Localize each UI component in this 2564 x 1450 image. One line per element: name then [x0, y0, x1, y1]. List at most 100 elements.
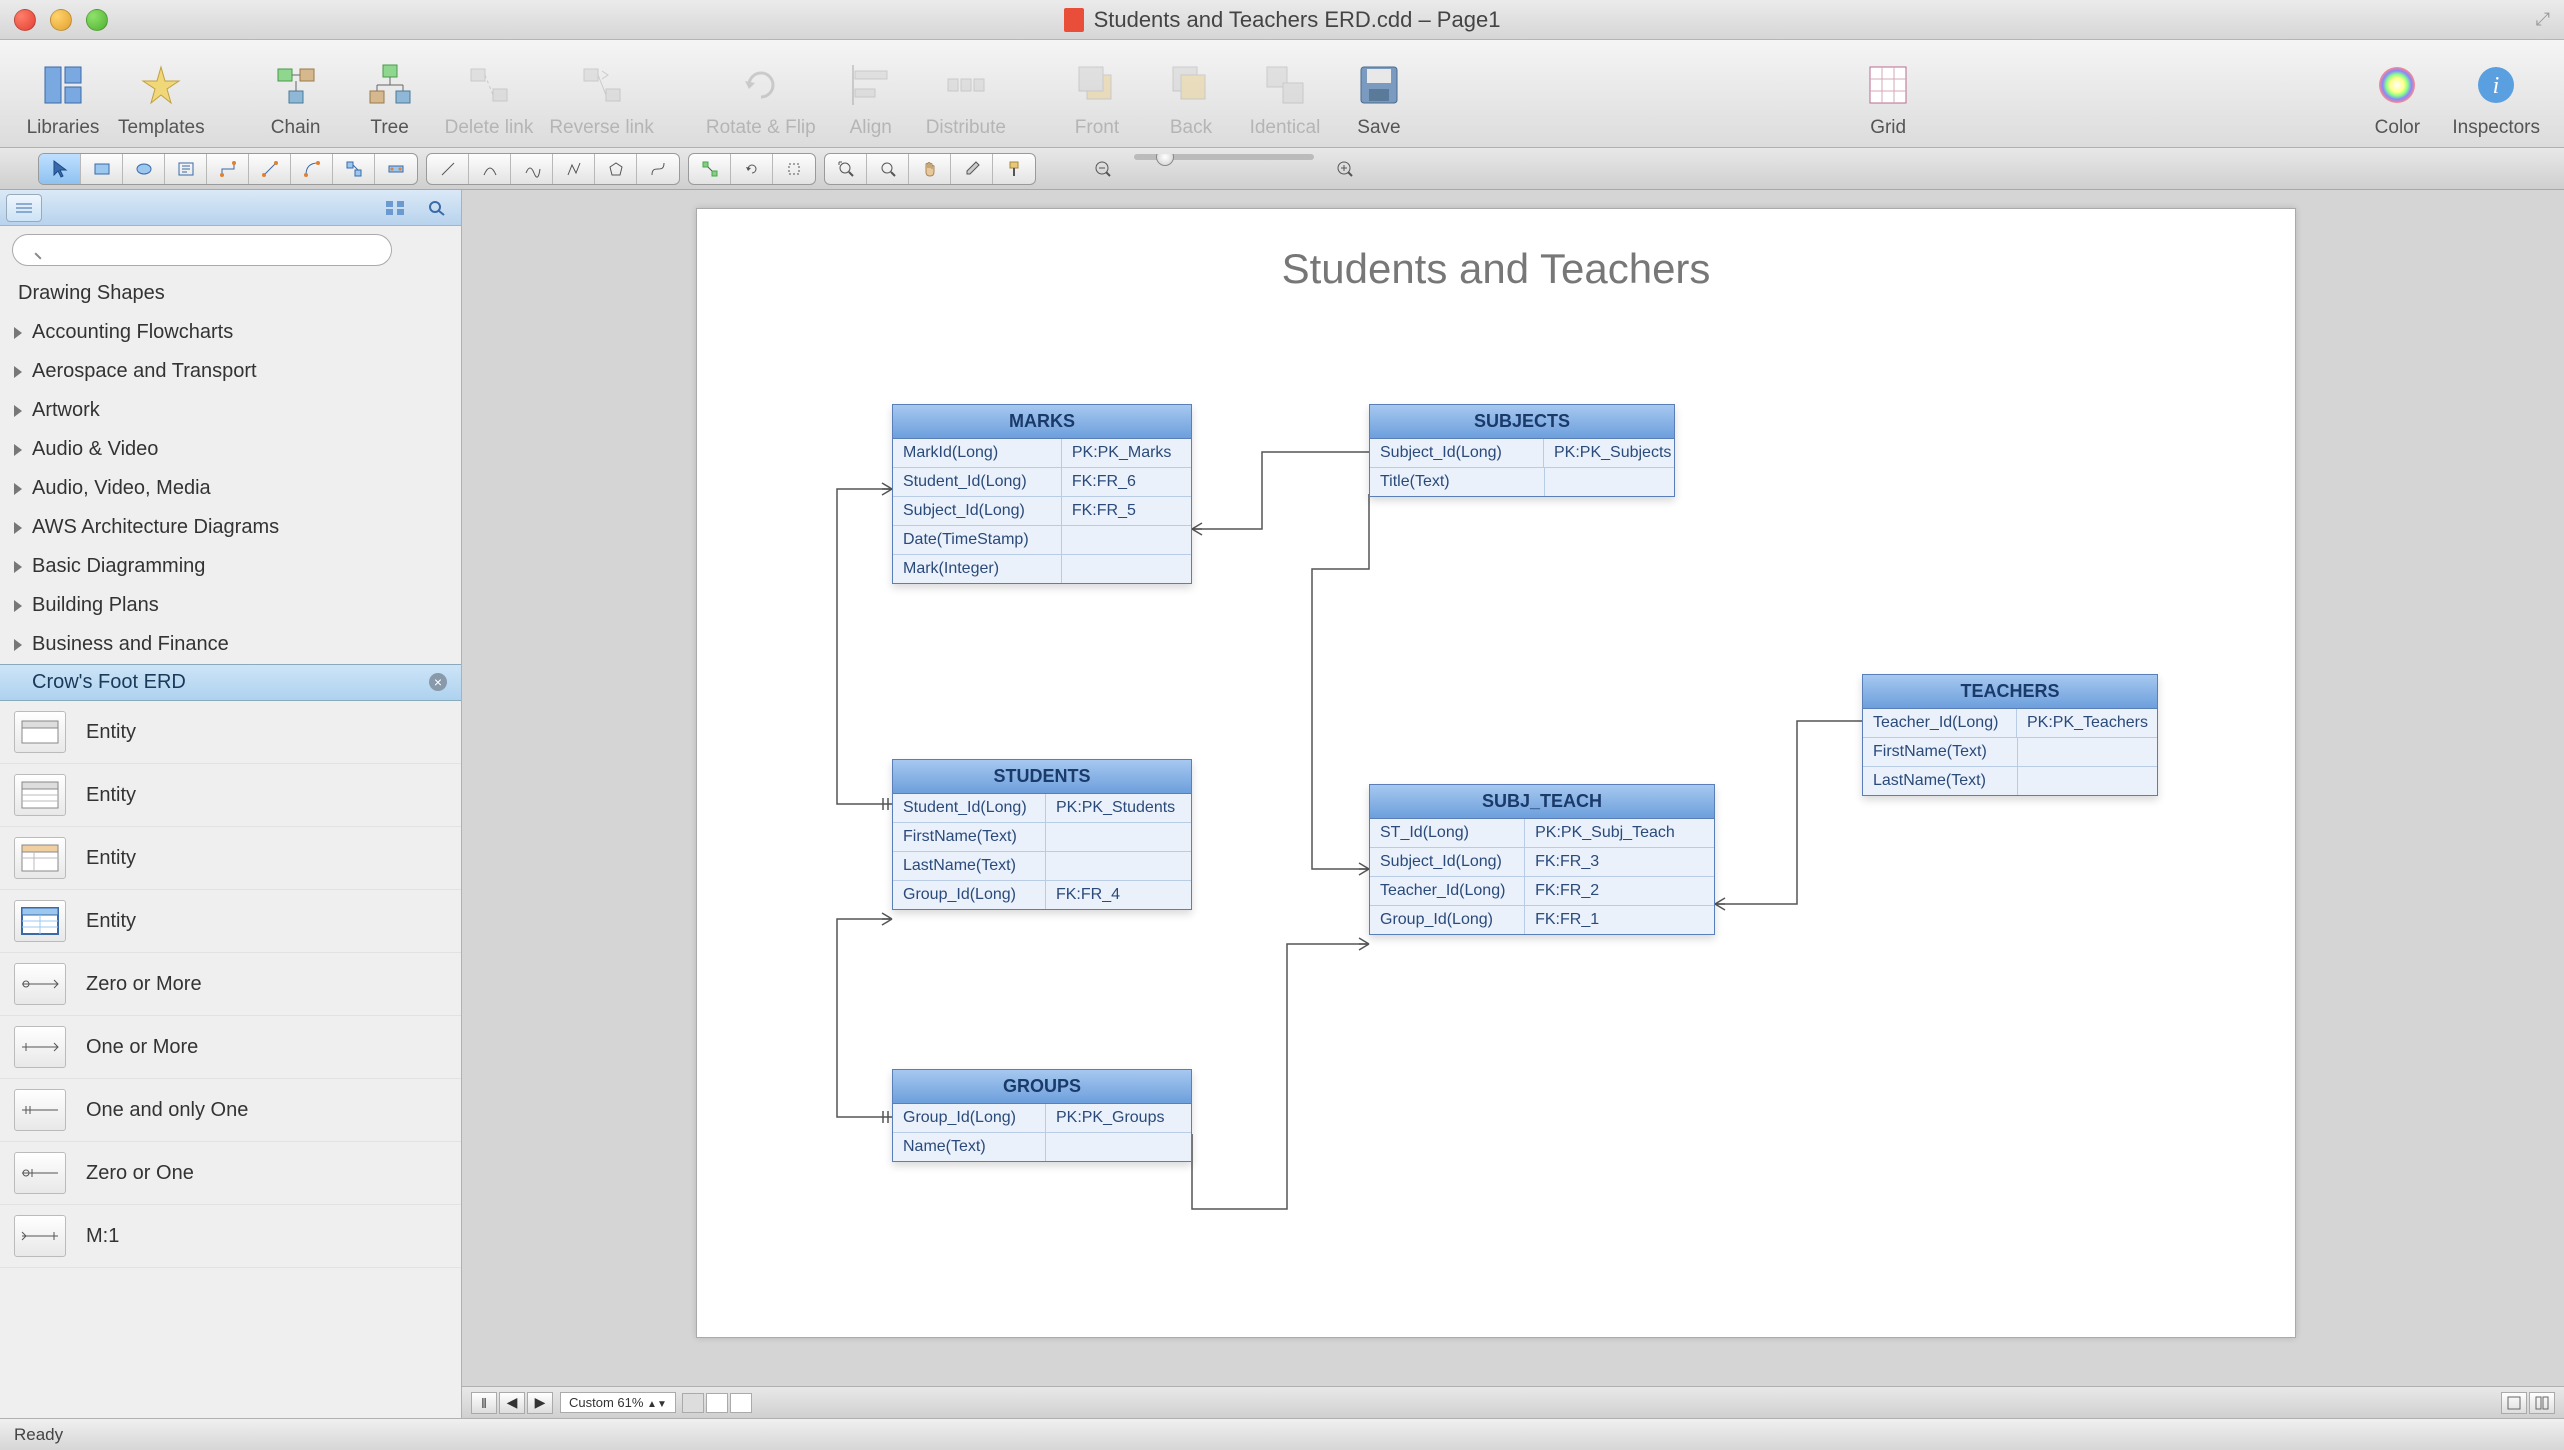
connector-tool-3[interactable] — [291, 154, 333, 184]
entity-header: MARKS — [893, 405, 1191, 439]
library-category[interactable]: Accounting Flowcharts — [0, 313, 461, 352]
library-search-input[interactable] — [12, 234, 392, 266]
secondary-toolbar — [0, 148, 2564, 190]
library-shape-item[interactable]: M:1 — [0, 1205, 461, 1268]
library-category[interactable]: AWS Architecture Diagrams — [0, 508, 461, 547]
entity-cell: PK:PK_Subj_Teach — [1525, 819, 1714, 847]
library-category[interactable]: Artwork — [0, 391, 461, 430]
zoom-out-button[interactable] — [1082, 154, 1124, 184]
toolbar-identical[interactable]: Identical — [1240, 59, 1330, 139]
main-toolbar: Libraries Templates Chain Tree Delete li… — [0, 40, 2564, 148]
rotate-tool[interactable] — [731, 154, 773, 184]
entity-cell — [1046, 823, 1191, 851]
view-tool-group — [824, 153, 1036, 185]
entity-cell: MarkId(Long) — [893, 439, 1062, 467]
diagram-canvas[interactable]: MARKSMarkId(Long)PK:PK_MarksStudent_Id(L… — [757, 339, 2235, 1297]
toolbar-grid[interactable]: Grid — [1843, 59, 1933, 139]
shape-icon — [14, 711, 66, 753]
toolbar-distribute[interactable]: Distribute — [920, 59, 1012, 139]
crop-tool[interactable] — [773, 154, 815, 184]
sidebar-tab-outline[interactable] — [6, 194, 42, 222]
expand-icon[interactable]: ⤢ — [2536, 9, 2550, 30]
zoom-fit-tool[interactable] — [825, 154, 867, 184]
connector-tool-1[interactable] — [207, 154, 249, 184]
pointer-tool[interactable] — [39, 154, 81, 184]
hand-tool[interactable] — [909, 154, 951, 184]
toolbar-save[interactable]: Save — [1334, 59, 1424, 139]
library-shape-item[interactable]: One and only One — [0, 1079, 461, 1142]
toolbar-back[interactable]: Back — [1146, 59, 1236, 139]
toolbar-libraries[interactable]: Libraries — [18, 59, 108, 139]
zoom-in-button[interactable] — [1324, 154, 1366, 184]
sidebar-view-grid[interactable] — [377, 194, 413, 222]
page-thumb-1[interactable] — [682, 1393, 704, 1413]
erd-entity-subj_teach[interactable]: SUBJ_TEACHST_Id(Long)PK:PK_Subj_TeachSub… — [1369, 784, 1715, 935]
erd-entity-marks[interactable]: MARKSMarkId(Long)PK:PK_MarksStudent_Id(L… — [892, 404, 1192, 584]
erd-entity-students[interactable]: STUDENTSStudent_Id(Long)PK:PK_StudentsFi… — [892, 759, 1192, 910]
polyline-tool[interactable] — [553, 154, 595, 184]
text-tool[interactable] — [165, 154, 207, 184]
format-painter-tool[interactable] — [993, 154, 1035, 184]
library-category[interactable]: Aerospace and Transport — [0, 352, 461, 391]
close-icon[interactable]: × — [429, 673, 447, 691]
toolbar-reverse-link[interactable]: Reverse link — [543, 59, 660, 139]
library-shape-item[interactable]: Entity — [0, 701, 461, 764]
shape-icon — [14, 1215, 66, 1257]
bezier-tool[interactable] — [637, 154, 679, 184]
page-thumbnails[interactable] — [682, 1393, 752, 1413]
shape-icon — [14, 1026, 66, 1068]
library-category[interactable]: Building Plans — [0, 586, 461, 625]
toolbar-align[interactable]: Align — [826, 59, 916, 139]
view-mode-1[interactable] — [2501, 1392, 2527, 1414]
eyedropper-tool[interactable] — [951, 154, 993, 184]
canvas-area[interactable]: Students and Teachers MARKSMarkId(Long)P… — [462, 190, 2564, 1418]
zoom-tool[interactable] — [867, 154, 909, 184]
erd-entity-teachers[interactable]: TEACHERSTeacher_Id(Long)PK:PK_TeachersFi… — [1862, 674, 2158, 796]
arc-tool[interactable] — [469, 154, 511, 184]
sidebar-search-icon[interactable] — [419, 194, 455, 222]
library-category[interactable]: Business and Finance — [0, 625, 461, 664]
library-category[interactable]: Basic Diagramming — [0, 547, 461, 586]
shape-label: Entity — [86, 784, 136, 807]
entity-cell — [1545, 468, 1674, 496]
page-prev-button[interactable]: ◀ — [499, 1392, 525, 1414]
page-thumb-2[interactable] — [706, 1393, 728, 1413]
library-shape-item[interactable]: Zero or More — [0, 953, 461, 1016]
connector-tool-2[interactable] — [249, 154, 291, 184]
polygon-tool[interactable] — [595, 154, 637, 184]
page-pause-button[interactable]: ‖ — [471, 1392, 497, 1414]
edit-points-tool[interactable] — [689, 154, 731, 184]
connector-tool-4[interactable] — [333, 154, 375, 184]
view-mode-2[interactable] — [2529, 1392, 2555, 1414]
zoom-select[interactable]: Custom 61% ▲▼ — [560, 1392, 676, 1413]
ellipse-tool[interactable] — [123, 154, 165, 184]
window-title: Students and Teachers ERD.cdd – Page1 — [1094, 7, 1501, 33]
library-shape-item[interactable]: Entity — [0, 890, 461, 953]
rect-tool[interactable] — [81, 154, 123, 184]
library-shape-item[interactable]: Zero or One — [0, 1142, 461, 1205]
connector-tool-5[interactable] — [375, 154, 417, 184]
library-active-category[interactable]: Crow's Foot ERD × — [0, 664, 461, 701]
shape-icon — [14, 774, 66, 816]
erd-entity-subjects[interactable]: SUBJECTSSubject_Id(Long)PK:PK_SubjectsTi… — [1369, 404, 1675, 497]
toolbar-chain[interactable]: Chain — [251, 59, 341, 139]
curve-tool[interactable] — [511, 154, 553, 184]
library-category[interactable]: Audio, Video, Media — [0, 469, 461, 508]
page-thumb-3[interactable] — [730, 1393, 752, 1413]
toolbar-templates[interactable]: Templates — [112, 59, 211, 139]
library-shape-item[interactable]: Entity — [0, 827, 461, 890]
line-tool[interactable] — [427, 154, 469, 184]
toolbar-tree[interactable]: Tree — [345, 59, 435, 139]
toolbar-delete-link[interactable]: Delete link — [439, 59, 540, 139]
page-next-button[interactable]: ▶ — [527, 1392, 553, 1414]
library-category[interactable]: Audio & Video — [0, 430, 461, 469]
toolbar-front[interactable]: Front — [1052, 59, 1142, 139]
toolbar-color[interactable]: Color — [2352, 59, 2442, 139]
toolbar-rotate-flip[interactable]: Rotate & Flip — [700, 59, 822, 139]
library-shape-item[interactable]: One or More — [0, 1016, 461, 1079]
shape-label: Entity — [86, 847, 136, 870]
erd-entity-groups[interactable]: GROUPSGroup_Id(Long)PK:PK_GroupsName(Tex… — [892, 1069, 1192, 1162]
library-shape-item[interactable]: Entity — [0, 764, 461, 827]
toolbar-inspectors[interactable]: i Inspectors — [2446, 59, 2546, 139]
zoom-slider[interactable] — [1134, 154, 1314, 160]
